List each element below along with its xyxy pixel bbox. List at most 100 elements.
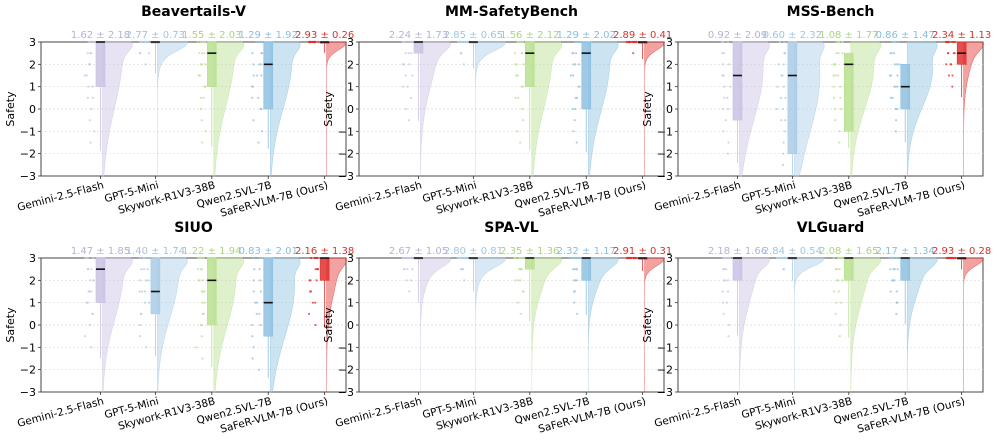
rain-point: [406, 40, 409, 44]
rain-point: [628, 40, 631, 44]
rain-point: [315, 279, 318, 282]
rain-point: [252, 290, 255, 293]
y-tick-label: 0: [29, 319, 36, 332]
rain-point: [258, 63, 261, 66]
panel-title: MSS-Bench: [787, 4, 875, 20]
y-tick-label: −3: [338, 386, 354, 399]
rain-point: [316, 268, 319, 271]
rain-point: [832, 96, 836, 99]
rain-point: [838, 141, 841, 144]
rain-point: [200, 40, 203, 44]
rain-point: [891, 96, 894, 99]
rain-point: [408, 63, 411, 66]
rain-point: [257, 96, 260, 99]
rain-point: [513, 63, 516, 66]
violin-cloud: [269, 257, 301, 393]
rain-point: [891, 279, 894, 282]
rain-point: [573, 63, 577, 66]
rain-point: [721, 290, 724, 293]
rain-point: [466, 40, 469, 44]
x-tick-label: Gemini-2.5-Flash: [653, 179, 742, 214]
rain-point: [569, 74, 572, 77]
y-tick-label: 2: [29, 274, 36, 287]
rain-point: [411, 268, 414, 271]
rain-point: [197, 40, 200, 44]
rain-point: [199, 96, 203, 99]
rain-point: [723, 85, 726, 88]
violin-cloud: [157, 41, 188, 176]
rain-point: [573, 268, 576, 271]
rain-point: [91, 312, 94, 315]
stat-label: 1.29 ± 2.02: [557, 30, 616, 41]
rain-point: [307, 312, 311, 315]
rain-point: [777, 256, 780, 260]
y-tick-label: 2: [347, 274, 354, 287]
rain-point: [722, 107, 725, 111]
rain-point: [571, 52, 574, 55]
rain-point: [834, 74, 837, 77]
rain-point: [720, 40, 724, 44]
rain-point: [407, 119, 410, 122]
rain-point: [147, 279, 150, 282]
rain-point: [949, 256, 952, 260]
rain-point: [203, 52, 206, 55]
rain-point: [889, 96, 892, 99]
rain-point: [782, 85, 786, 88]
rain-point: [574, 40, 577, 44]
rain-point: [200, 63, 204, 66]
rain-point: [314, 301, 317, 304]
rain-point: [577, 63, 580, 66]
rain-point: [460, 52, 463, 55]
rain-point: [896, 74, 899, 77]
violin-cloud: [739, 41, 770, 177]
rain-point: [519, 312, 522, 315]
rain-point: [838, 256, 841, 260]
rain-point: [780, 119, 783, 122]
y-tick-label: 1: [347, 297, 354, 310]
rain-point: [727, 335, 730, 338]
iqr-box: [732, 41, 743, 121]
rain-point: [952, 40, 955, 44]
rain-point: [252, 279, 255, 282]
violin-cloud: [269, 41, 301, 177]
rain-point: [456, 256, 459, 260]
rain-point: [313, 256, 316, 260]
rain-point: [461, 256, 464, 260]
rain-point: [462, 63, 465, 66]
y-axis-label: Safety: [4, 307, 17, 343]
stat-label: 1.29 ± 1.92: [239, 30, 298, 41]
rain-point: [576, 40, 580, 44]
rain-point: [889, 52, 892, 55]
rain-point: [951, 74, 954, 77]
rain-point: [460, 40, 463, 44]
violin-cloud: [531, 41, 563, 177]
rain-point: [893, 63, 896, 66]
rain-point: [953, 256, 956, 260]
rain-point: [840, 107, 843, 111]
rain-point: [90, 268, 93, 271]
rain-point: [629, 256, 633, 260]
violin-cloud: [531, 257, 563, 393]
rain-point: [832, 63, 835, 66]
rain-point: [947, 74, 950, 77]
rain-point: [781, 74, 784, 77]
rain-point: [139, 312, 143, 315]
rain-point: [575, 141, 578, 144]
rain-point: [200, 335, 203, 338]
y-tick-label: 0: [29, 103, 36, 116]
rain-point: [519, 256, 523, 260]
stat-label: 2.93 ± 0.26: [295, 30, 354, 41]
rain-point: [728, 63, 731, 66]
rain-point: [251, 85, 254, 88]
rain-point: [252, 74, 255, 77]
rain-point: [895, 290, 898, 293]
rain-point: [258, 279, 261, 282]
rain-point: [513, 52, 516, 55]
violin-cloud: [587, 257, 619, 392]
y-axis-label: Safety: [641, 307, 654, 343]
rain-point: [140, 40, 143, 44]
rain-point: [783, 40, 786, 44]
panel-title: VLGuard: [797, 220, 865, 236]
